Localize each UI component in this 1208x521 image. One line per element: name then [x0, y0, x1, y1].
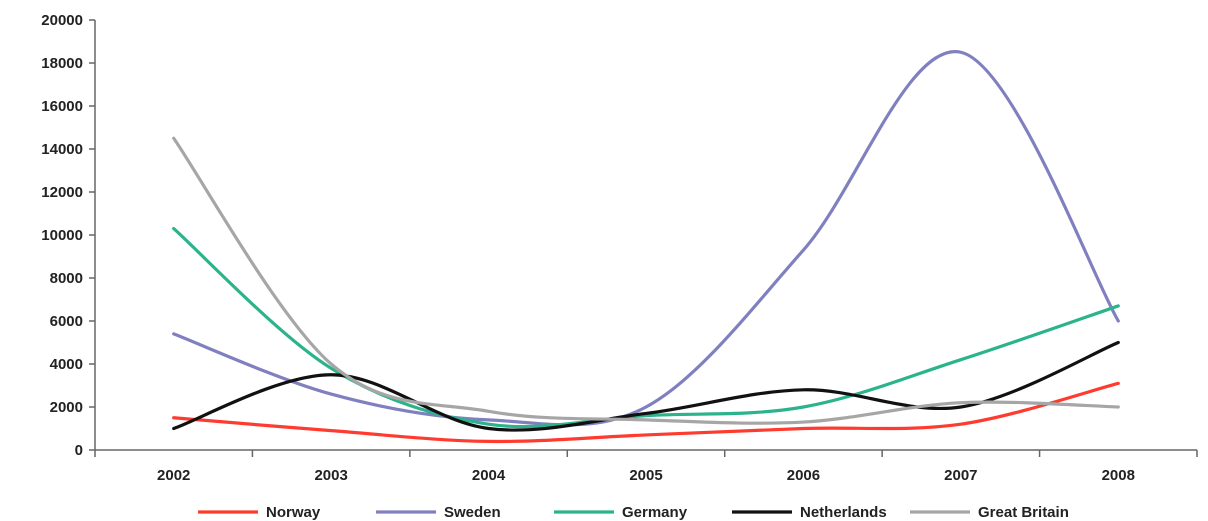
- series-line-germany: [172, 226, 1120, 429]
- legend: Norway Sweden Germany Netherlands Great Brit…: [198, 504, 1069, 521]
- y-tick-label: 2000: [50, 399, 83, 416]
- legend-label-netherlands: Netherlands: [800, 504, 887, 521]
- legend-label-norway: Norway: [266, 504, 321, 521]
- x-tick-label: 2004: [472, 467, 506, 484]
- axes-layer: 0 2000 4000 6000 8000 10000 12000 14000 16000 180…: [41, 12, 1198, 484]
- x-tick-label: 2008: [1102, 467, 1135, 484]
- y-tick-label: 6000: [50, 313, 83, 330]
- series-line-great-britain: [172, 136, 1120, 425]
- series-layer: [172, 50, 1120, 444]
- y-tick-label: 14000: [41, 141, 83, 158]
- legend-label-germany: Germany: [622, 504, 688, 521]
- y-tick-label: 18000: [41, 55, 83, 72]
- x-tick-label: 2003: [314, 467, 347, 484]
- y-tick-label: 12000: [41, 184, 83, 201]
- y-tick-label: 16000: [41, 98, 83, 115]
- series-line-netherlands: [172, 340, 1120, 432]
- x-tick-label: 2002: [157, 467, 190, 484]
- y-tick-label: 10000: [41, 227, 83, 244]
- x-tick-label: 2006: [787, 467, 820, 484]
- y-tick-label: 20000: [41, 12, 83, 29]
- legend-label-sweden: Sweden: [444, 504, 501, 521]
- legend-label-great-britain: Great Britain: [978, 504, 1069, 521]
- x-tick-label: 2005: [629, 467, 662, 484]
- y-tick-label: 0: [75, 442, 83, 459]
- x-tick-label: 2007: [944, 467, 977, 484]
- y-tick-label: 4000: [50, 356, 83, 373]
- series-line-norway: [172, 381, 1120, 444]
- series-line-sweden: [172, 50, 1120, 427]
- y-tick-label: 8000: [50, 270, 83, 287]
